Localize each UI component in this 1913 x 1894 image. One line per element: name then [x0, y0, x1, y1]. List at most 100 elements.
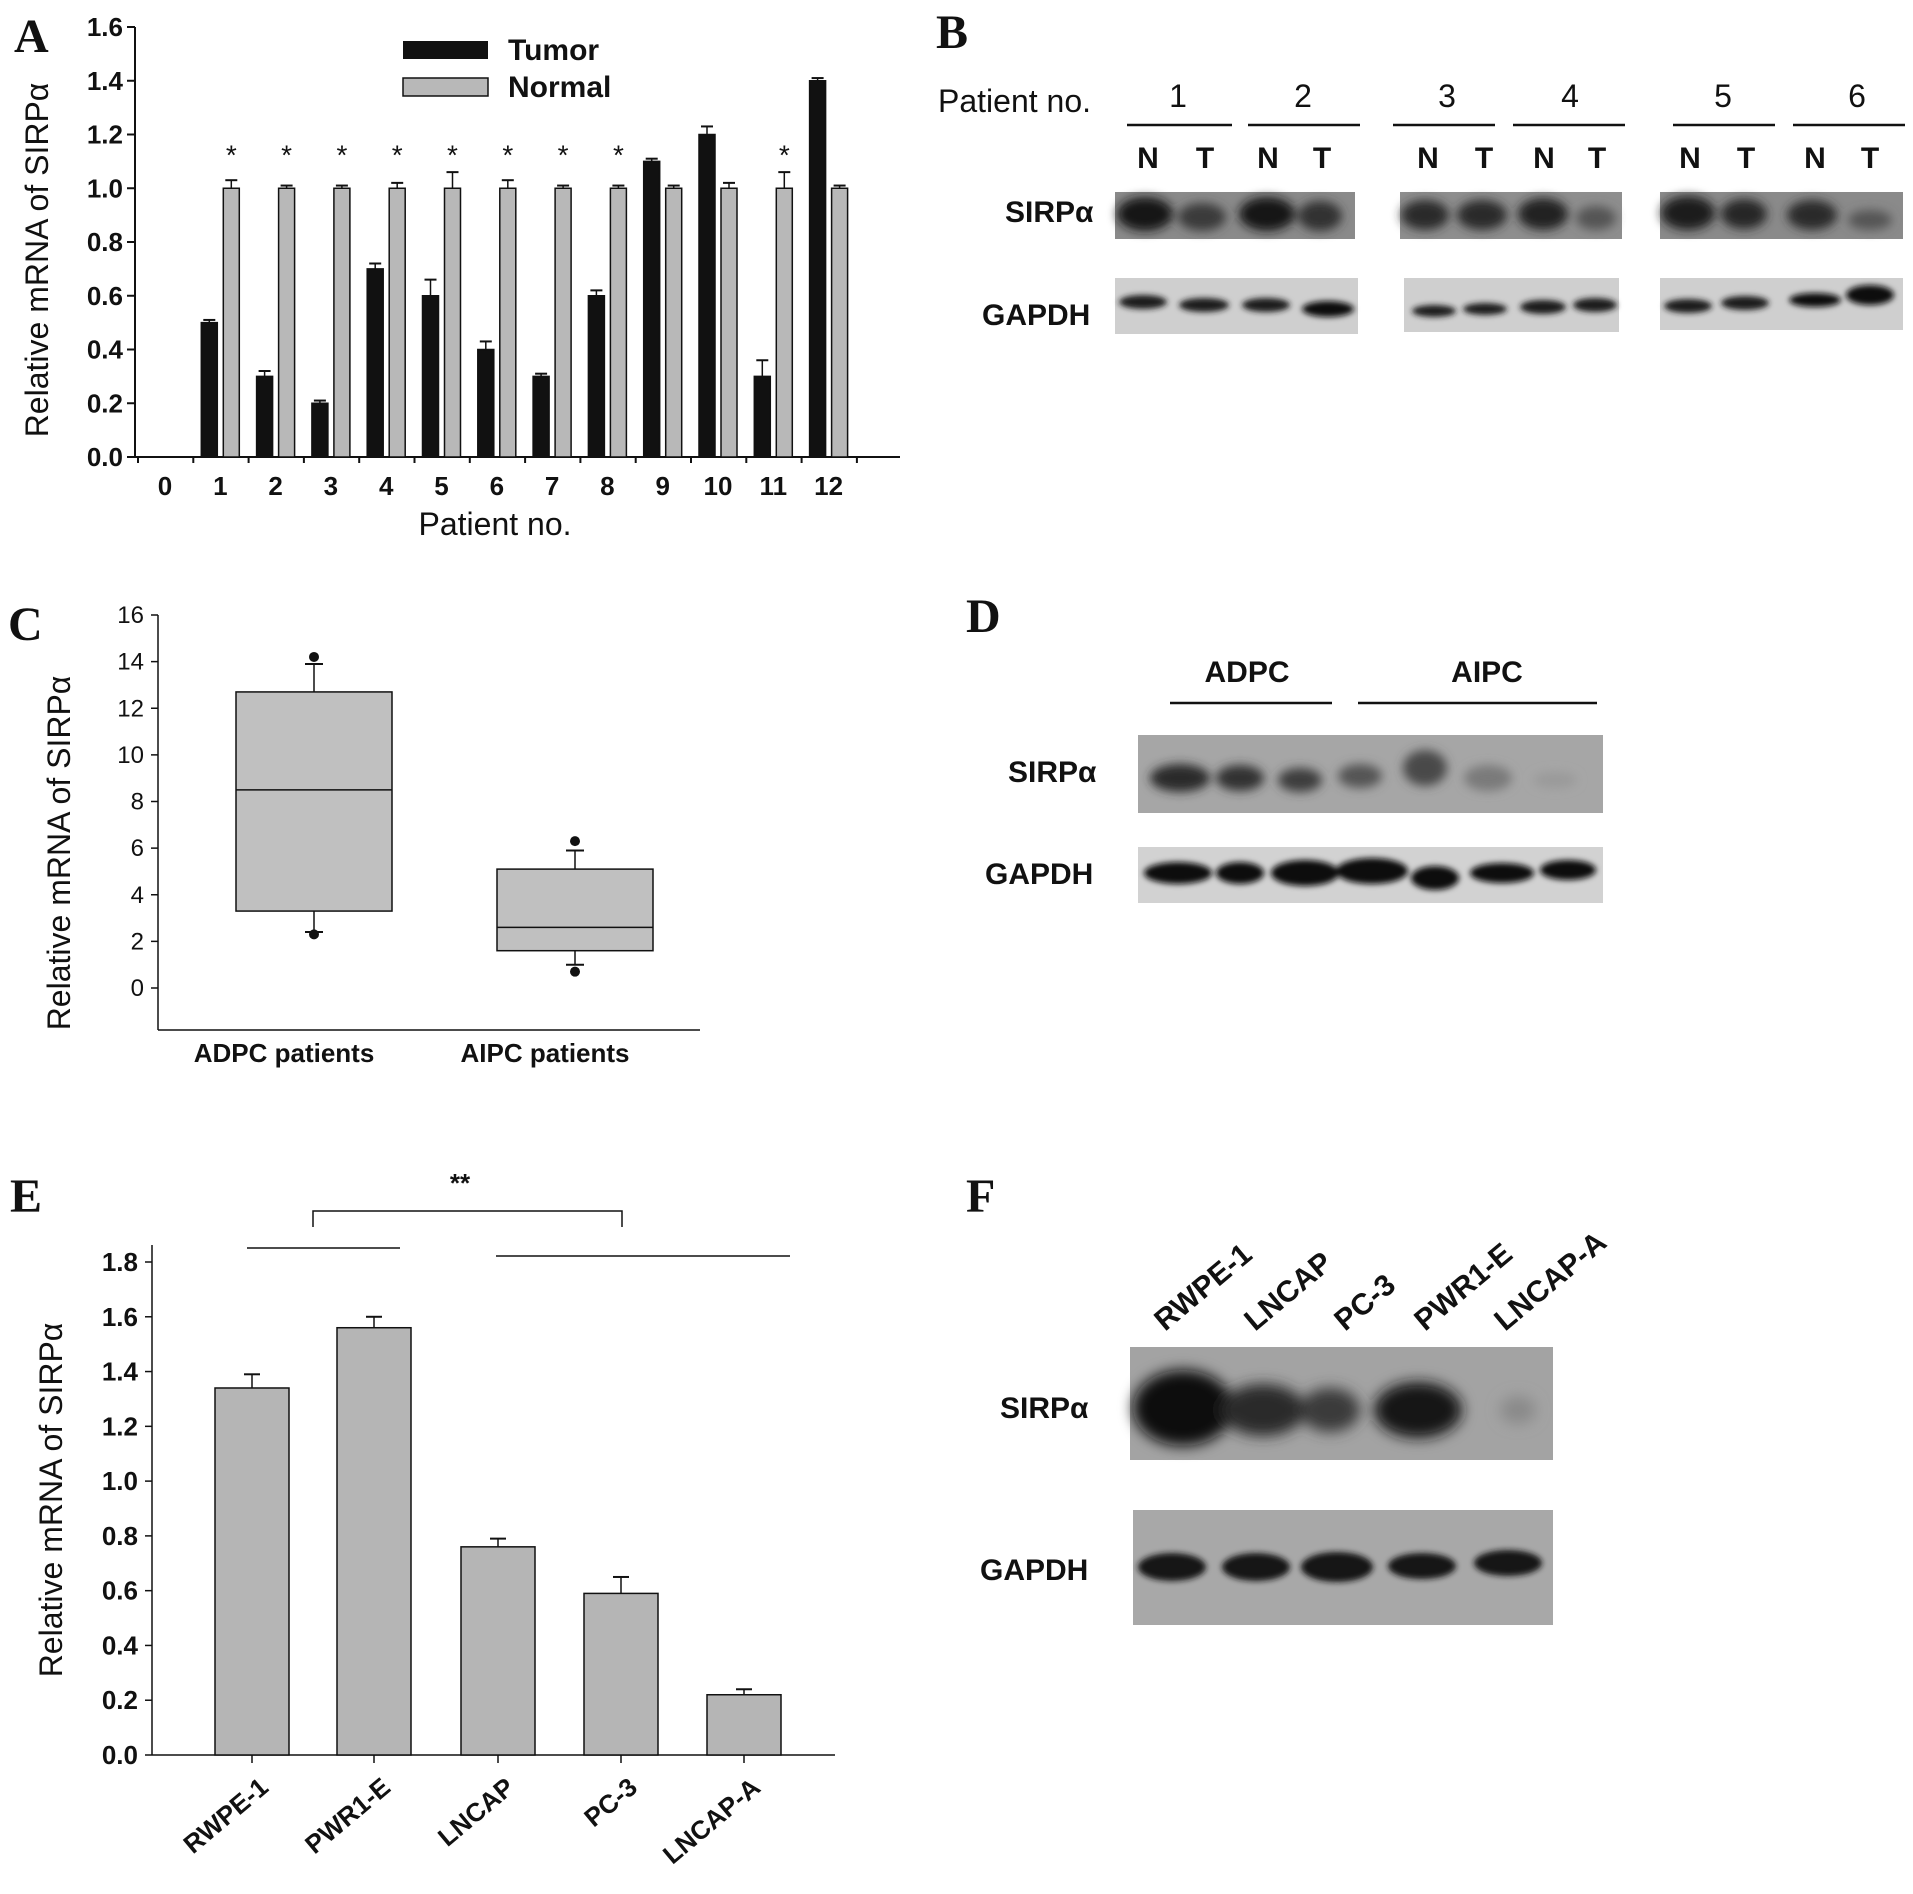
- panel-a-x-tick-label: 3: [324, 471, 338, 501]
- panel-a-bar-tumor: [477, 348, 495, 458]
- panel-f-letter: F: [966, 1170, 995, 1223]
- panel-a-y-tick-label: 1.0: [87, 173, 123, 203]
- panel-c-y-tick-label: 2: [131, 928, 144, 955]
- panel-d-group-aipc: AIPC: [1451, 656, 1523, 689]
- panel-c-y-tick-label: 0: [131, 975, 144, 1002]
- panel-a-x-tick-label: 12: [814, 471, 843, 501]
- panel-a-bar-tumor: [421, 295, 440, 458]
- legend-tumor-label: Tumor: [508, 34, 599, 67]
- panel-e-y-tick-label: 0.6: [102, 1576, 138, 1606]
- panel-b-patient-number: 6: [1848, 78, 1866, 114]
- panel-a-legend: Tumor Normal: [402, 34, 611, 104]
- blot-f-sirpa-bands: [1133, 1370, 1536, 1446]
- panel-a-bar-normal: [222, 187, 241, 458]
- panel-a-y-tick-label: 0.8: [87, 227, 123, 257]
- panel-a-bar-tumor: [255, 375, 274, 458]
- panel-a-significance-star: *: [779, 139, 790, 170]
- panel-a-y-tick-label: 0.0: [87, 442, 123, 472]
- panel-d-western-blot: D ADPC AIPC SIRPα GAPDH: [966, 590, 1603, 903]
- panel-e-bar: [336, 1326, 412, 1756]
- panel-c-y-tick-label: 10: [117, 742, 144, 769]
- panel-a-x-tick-label: 7: [545, 471, 559, 501]
- panel-a-bar-normal: [499, 187, 517, 458]
- panel-c-outlier-point: [309, 929, 319, 940]
- panel-b-header: Patient no.: [938, 83, 1091, 119]
- panel-e-bar: [706, 1693, 782, 1756]
- panel-e-y-tick-label: 0.0: [102, 1740, 138, 1770]
- panel-e-letter: E: [10, 1170, 42, 1223]
- panel-c-y-tick-label: 8: [131, 789, 144, 816]
- panel-c-box-plot: C 0 2 4 6 8 10 12 14 16 ADPC patients AIPC patien…: [8, 598, 700, 1068]
- panel-b-row-gapdh: GAPDH: [982, 299, 1090, 332]
- panel-b-patient-number: 4: [1561, 78, 1579, 114]
- panel-b-western-blot: B Patient no. 1 2 3 4 5 6N T N T N T N T N T N T SIRPα G…: [936, 6, 1905, 334]
- panel-a-bar-tumor: [808, 80, 827, 458]
- panel-a-bar-tumor: [698, 133, 716, 458]
- panel-f-lane-label: RWPE-1: [1148, 1237, 1258, 1337]
- panel-f-row-sirpa: SIRPα: [1000, 1392, 1089, 1425]
- panel-a-x-tick-label: 2: [268, 471, 282, 501]
- panel-a-significance-star: *: [392, 139, 403, 170]
- panel-b-lane-label: T: [1861, 142, 1879, 175]
- blot-d-gapdh-bands: [1144, 858, 1596, 890]
- panel-a-bar-normal: [609, 187, 628, 458]
- panel-b-lane-label: N: [1533, 142, 1555, 175]
- panel-b-patient-number: 2: [1294, 78, 1312, 114]
- panel-b-patient-number: 1: [1169, 78, 1187, 114]
- panel-a-significance-star: *: [336, 139, 347, 170]
- panel-e-x-tick-label: LNCAP-A: [657, 1771, 766, 1869]
- panel-c-y-tick-label: 6: [131, 835, 144, 862]
- panel-a-y-tick-label: 0.4: [87, 335, 124, 365]
- panel-e-significance-bracket: [312, 1210, 623, 1227]
- panel-e-bar: [583, 1592, 659, 1756]
- panel-e-y-tick-label: 0.2: [102, 1685, 138, 1715]
- panel-a-bar-normal: [443, 187, 462, 458]
- panel-a-x-tick-label: 4: [379, 471, 394, 501]
- panel-e-chart: E 0.0 0.2 0.4 0.6 0.8 1.0 1.2 1.4 1.6 1.8 RWPE-1 P…: [10, 1168, 835, 1870]
- panel-e-y-tick-label: 1.2: [102, 1411, 138, 1441]
- panel-a-significance-star: *: [613, 139, 624, 170]
- panel-b-lane-label: N: [1679, 142, 1701, 175]
- panel-a-x-label: Patient no.: [419, 506, 572, 542]
- panel-a-significance-star: *: [558, 139, 569, 170]
- panel-b-lane-label: T: [1313, 142, 1331, 175]
- panel-a-y-tick-label: 0.2: [87, 388, 123, 418]
- panel-b-letter: B: [936, 6, 968, 59]
- panel-e-y-tick-label: 0.4: [102, 1630, 139, 1660]
- panel-e-y-tick-label: 1.4: [102, 1357, 139, 1387]
- panel-e-x-tick-label: PWR1-E: [299, 1772, 396, 1860]
- panel-f-lane-label: PC-3: [1328, 1268, 1402, 1337]
- panel-c-x-tick-label: AIPC patients: [460, 1038, 629, 1068]
- panel-b-patient-number: 5: [1714, 78, 1732, 114]
- panel-c-y-tick-label: 4: [131, 882, 144, 909]
- panel-b-row-sirpa: SIRPα: [1005, 196, 1094, 229]
- panel-d-row-gapdh: GAPDH: [985, 858, 1093, 891]
- blot-b-sirpa-bands: [1117, 196, 1892, 231]
- panel-a-bar-normal: [720, 187, 738, 458]
- panel-a-bar-tumor: [532, 375, 550, 458]
- panel-c-x-tick-label: ADPC patients: [194, 1038, 375, 1068]
- panel-b-lane-label: N: [1257, 142, 1279, 175]
- panel-a-bar-normal: [664, 187, 683, 458]
- panel-e-bar: [214, 1387, 290, 1756]
- panel-a-significance-star: *: [502, 139, 513, 170]
- legend-tumor-swatch: [403, 41, 488, 59]
- panel-a-x-tick-label: 0: [158, 471, 172, 501]
- panel-c-y-tick-label: 16: [117, 602, 144, 629]
- panel-e-x-tick-label: LNCAP: [432, 1772, 520, 1853]
- panel-c-letter: C: [8, 598, 43, 651]
- panel-e-bar: [460, 1546, 536, 1756]
- panel-e-significance-mark: **: [450, 1168, 471, 1198]
- panel-a-bar-tumor: [311, 402, 329, 458]
- panel-a-bar-normal: [388, 187, 406, 458]
- panel-a-y-tick-label: 1.2: [87, 120, 123, 150]
- panel-c-outlier-point: [309, 651, 319, 662]
- panel-e-y-tick-label: 1.6: [102, 1302, 138, 1332]
- panel-a-x-tick-label: 1: [213, 471, 227, 501]
- panel-c-box: [496, 868, 654, 952]
- panel-b-patient-number: 3: [1438, 78, 1456, 114]
- panel-a-y-tick-label: 1.4: [87, 66, 124, 96]
